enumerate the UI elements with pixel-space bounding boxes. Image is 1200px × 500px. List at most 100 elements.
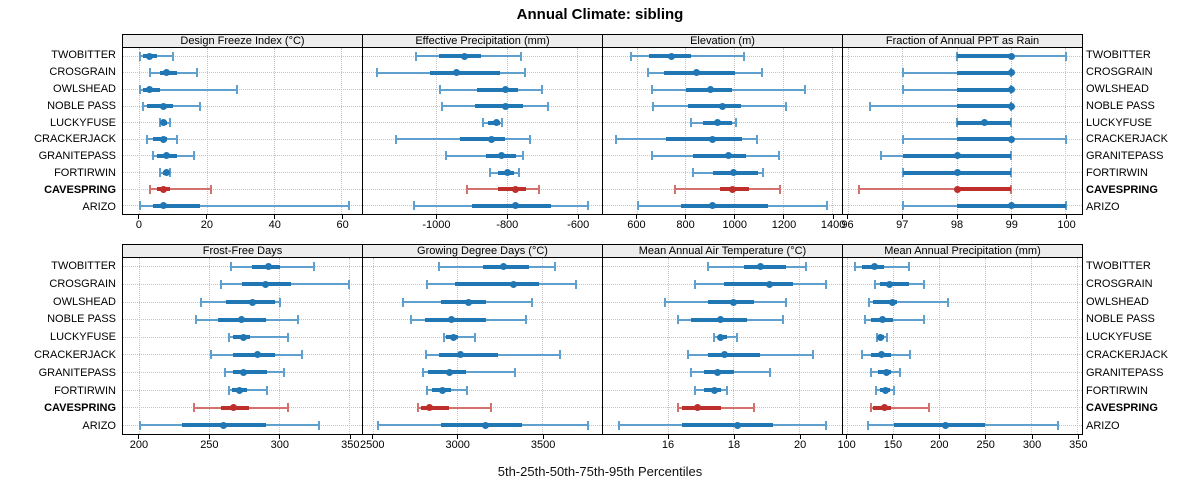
x-axis: 100 150 200 250 300 350 xyxy=(837,435,1088,451)
whisker-cap xyxy=(875,385,878,395)
whisker-cap xyxy=(804,85,807,94)
grid-line-vertical xyxy=(733,258,735,434)
whisker-cap xyxy=(219,279,222,289)
grid-line-vertical xyxy=(902,48,904,214)
interquartile-bar xyxy=(873,300,898,304)
site-label: GRANITEPASS xyxy=(38,150,116,163)
median-dot xyxy=(159,202,167,210)
whisker-cap xyxy=(876,332,878,342)
whisker-cap xyxy=(928,403,931,413)
whisker-cap xyxy=(546,101,549,111)
site-label: OWLSHEAD xyxy=(53,295,116,308)
median-dot xyxy=(1007,202,1015,210)
interquartile-bar xyxy=(440,300,486,304)
grid-line-vertical xyxy=(685,48,687,214)
whisker-cap xyxy=(901,68,904,78)
grid-line-horizontal xyxy=(843,371,1082,373)
whisker-cap xyxy=(145,134,148,144)
site-label: CRACKERJACK xyxy=(34,348,116,361)
axis-tick-label: 98 xyxy=(950,219,964,231)
axis-tick xyxy=(206,215,208,219)
whisker-cap xyxy=(761,168,764,177)
grid-line-vertical xyxy=(139,48,141,214)
whisker-cap xyxy=(1010,168,1013,177)
whisker-cap xyxy=(513,367,516,377)
median-dot xyxy=(493,119,501,127)
interquartile-bar xyxy=(421,405,450,410)
whisker-cap xyxy=(142,101,145,111)
grid-line-vertical xyxy=(209,258,211,434)
median-dot xyxy=(953,152,961,160)
grid-line-horizontal xyxy=(123,122,362,124)
whisker-cap xyxy=(880,151,883,161)
percentile-range-line xyxy=(870,105,1012,108)
grid-line-horizontal xyxy=(843,336,1082,338)
axis-tick xyxy=(832,215,834,219)
whisker-cap xyxy=(425,279,428,289)
panel xyxy=(602,47,843,215)
site-label: CROSGRAIN xyxy=(49,277,116,290)
whisker-cap xyxy=(706,262,709,272)
site-label: CROSGRAIN xyxy=(1086,277,1153,290)
whisker-cap xyxy=(465,184,468,194)
whisker-cap xyxy=(677,315,680,325)
site-label: CRACKERJACK xyxy=(1086,133,1168,146)
grid-line-vertical xyxy=(1030,258,1032,434)
percentile-range-line xyxy=(868,301,948,303)
interquartile-bar xyxy=(957,54,1012,59)
whisker-cap xyxy=(200,297,203,307)
whisker-cap xyxy=(898,367,901,377)
site-label: LUCKYFUSE xyxy=(1086,116,1153,129)
axis-tick xyxy=(138,435,140,439)
grid-line-vertical xyxy=(348,258,350,434)
interquartile-bar xyxy=(440,423,523,428)
site-label: CAVESPRING xyxy=(44,402,116,415)
percentile-range-line xyxy=(418,406,491,409)
grid-line-horizontal xyxy=(843,283,1082,285)
median-dot xyxy=(146,52,154,60)
median-dot xyxy=(439,386,447,394)
median-dot xyxy=(882,368,890,376)
grid-line-vertical xyxy=(831,48,833,214)
whisker-cap xyxy=(768,367,771,377)
median-dot xyxy=(719,102,726,110)
whisker-cap xyxy=(901,201,904,211)
panel xyxy=(122,257,363,435)
axis-tick-label: 200 xyxy=(930,439,949,451)
grid-line-vertical xyxy=(847,48,849,214)
median-dot xyxy=(953,169,961,176)
site-label: CRACKERJACK xyxy=(1086,348,1168,361)
panel-strip-title: Fraction of Annual PPT as Rain xyxy=(885,35,1040,47)
x-axis: -1000 -800 -600 xyxy=(362,215,603,231)
whisker-cap xyxy=(869,101,872,111)
grid-line-vertical xyxy=(1076,258,1078,434)
grid-line-vertical xyxy=(847,258,849,434)
whisker-cap xyxy=(713,332,716,342)
grid-line-horizontal xyxy=(123,172,362,173)
whisker-cap xyxy=(209,184,212,194)
axis-tick-label: 3500 xyxy=(530,439,556,451)
median-dot xyxy=(709,202,717,210)
grid-line-vertical xyxy=(372,258,374,434)
percentile-range-line xyxy=(139,55,174,58)
axis-tick-label: 150 xyxy=(883,439,903,451)
axis-tick xyxy=(506,215,508,219)
whisker-cap xyxy=(286,332,289,342)
whisker-cap xyxy=(438,262,441,272)
axis-tick xyxy=(138,215,140,219)
whisker-cap xyxy=(778,184,781,194)
median-dot xyxy=(1007,52,1015,60)
whisker-cap xyxy=(138,85,141,94)
percentile-range-line xyxy=(229,389,267,391)
interquartile-bar xyxy=(707,352,761,357)
interquartile-bar xyxy=(429,70,501,75)
interquartile-bar xyxy=(957,87,1012,92)
whisker-cap xyxy=(760,68,763,78)
whisker-cap xyxy=(867,297,870,307)
median-dot xyxy=(878,351,886,359)
grid-line-vertical xyxy=(782,48,784,214)
percentile-range-line xyxy=(445,154,523,157)
grid-line-horizontal xyxy=(843,266,1082,268)
panel-strip-title: Growing Degree Days (°C) xyxy=(417,245,548,257)
interquartile-bar xyxy=(743,264,787,269)
